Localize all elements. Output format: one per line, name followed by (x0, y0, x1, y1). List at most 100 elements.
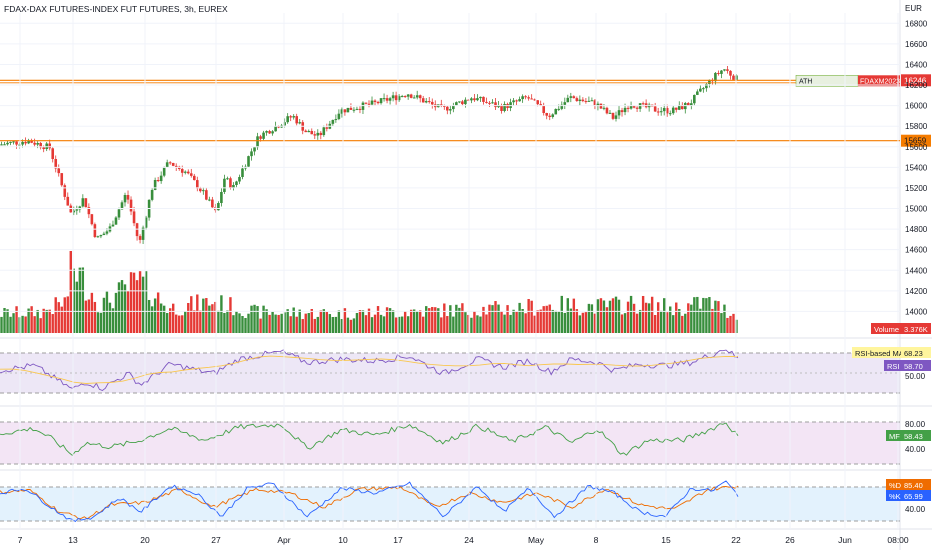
candle-body (132, 211, 136, 224)
volume-label: Volume (874, 325, 899, 334)
volume-bar (196, 294, 199, 333)
candle-body (33, 142, 36, 145)
volume-bar (361, 310, 365, 333)
mf-label-box (886, 430, 901, 441)
candle-body (512, 100, 515, 103)
volume-bar (412, 309, 416, 333)
volume-bar (181, 315, 184, 333)
volume-bar (304, 313, 307, 333)
volume-bar (382, 316, 386, 333)
candle-body (385, 98, 389, 101)
volume-bar (394, 317, 398, 333)
price-tick-label: 14000 (905, 307, 928, 316)
candle-body (482, 96, 485, 102)
volume-bar (217, 310, 220, 333)
candle-body (72, 210, 76, 213)
volume-bar (370, 317, 374, 333)
volume-bar (666, 312, 669, 333)
volume-bar (415, 310, 419, 333)
candle-body (403, 96, 407, 98)
stoch-band (0, 487, 900, 521)
price-tag-label: 15659 (904, 137, 927, 146)
candle-body (671, 107, 675, 114)
price-tick-label: 14600 (905, 246, 928, 255)
volume-bar (211, 304, 214, 333)
volume-bar (732, 313, 735, 333)
candle-body (379, 98, 383, 104)
candle-body (226, 178, 229, 180)
candle-body (24, 141, 27, 144)
volume-bar (536, 310, 539, 333)
volume-bar (33, 316, 36, 333)
candle-body (680, 104, 684, 110)
volume-bar (102, 297, 106, 333)
volume-bar (87, 299, 91, 333)
candle-body (373, 100, 377, 102)
volume-bar (482, 306, 485, 333)
candle-body (343, 109, 347, 113)
volume-bar (331, 316, 335, 333)
volume-bar (150, 306, 154, 333)
volume-bar (78, 267, 82, 333)
candle-body (304, 130, 308, 133)
candle-body (665, 108, 669, 114)
candle-body (409, 94, 413, 98)
candle-body (563, 102, 567, 105)
candle-body (241, 168, 244, 178)
candle-body (452, 105, 455, 110)
volume-bar (90, 292, 94, 333)
price-tick-label: 15000 (905, 205, 928, 214)
volume-bar (708, 297, 711, 333)
volume-bar (120, 280, 124, 333)
candle-body (503, 103, 506, 111)
candle-body (578, 99, 582, 101)
volume-bar (379, 314, 383, 333)
candle-body (153, 180, 157, 191)
stoch-tick-label: 40.00 (905, 505, 926, 514)
candle-body (702, 88, 705, 90)
candle-body (199, 188, 202, 192)
time-tick-label: 17 (393, 535, 403, 545)
volume-value-box (901, 323, 931, 334)
volume-bar (391, 310, 395, 333)
candle-body (120, 202, 124, 210)
volume-bar (500, 311, 503, 333)
candle-body (726, 69, 729, 71)
volume-bar (681, 315, 684, 333)
candle-body (313, 134, 317, 136)
volume-bar (15, 306, 18, 333)
time-tick-label: 15 (661, 535, 671, 545)
volume-bar (99, 312, 103, 333)
volume-bar (587, 303, 591, 333)
volume-bar (108, 302, 112, 333)
candle-body (605, 107, 609, 114)
time-tick-label: 22 (731, 535, 741, 545)
candle-body (524, 96, 527, 98)
candle-body (620, 110, 624, 113)
volume-bar (723, 304, 726, 333)
volume-bar (705, 298, 708, 333)
candle-body (295, 116, 299, 124)
candle-body (205, 190, 208, 200)
volume-bar (162, 305, 166, 333)
candle-body (557, 108, 561, 110)
candle-body (364, 102, 368, 104)
candle-body (518, 99, 521, 102)
candle-body (355, 108, 359, 110)
volume-bar (623, 313, 627, 333)
volume-bar (123, 284, 127, 333)
time-tick-label: 20 (140, 535, 150, 545)
candle-body (238, 177, 241, 182)
candle-body (470, 98, 473, 101)
candle-body (551, 114, 555, 117)
volume-bar (349, 319, 353, 333)
volume-bar (494, 301, 497, 333)
candle-body (298, 122, 302, 124)
volume-bar (554, 310, 557, 333)
time-tick-label: 7 (18, 535, 23, 545)
candle-body (30, 140, 33, 143)
candle-body (259, 136, 262, 139)
volume-bar (244, 317, 247, 333)
volume-bar (355, 312, 359, 333)
